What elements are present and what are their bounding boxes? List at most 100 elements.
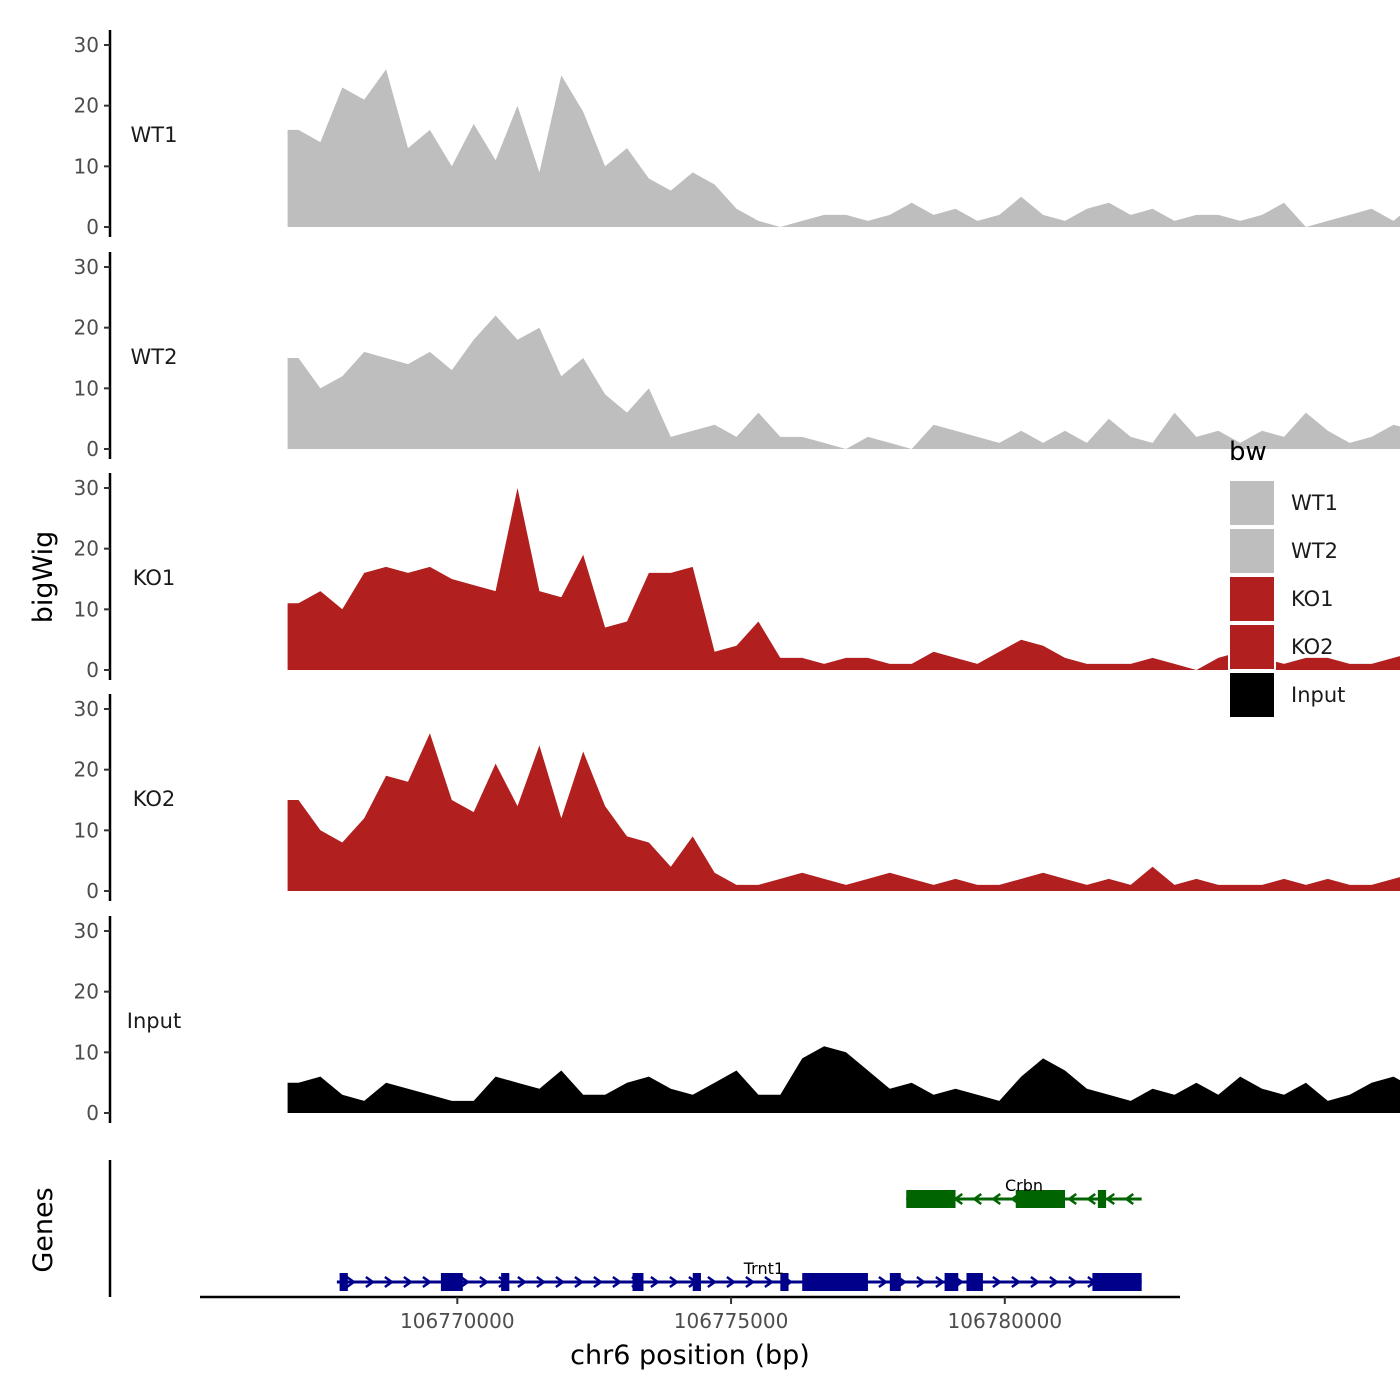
legend-swatch bbox=[1228, 527, 1276, 575]
strand-arrow bbox=[972, 1192, 982, 1206]
exon bbox=[802, 1273, 868, 1291]
strand-arrow bbox=[517, 1275, 528, 1289]
y-tick-label: 0 bbox=[86, 215, 99, 239]
y-tick-label: 0 bbox=[86, 437, 99, 461]
strand-arrow bbox=[1067, 1192, 1077, 1206]
x-tick-label: 106775000 bbox=[674, 1309, 789, 1333]
legend-item-wt2: WT2 bbox=[1228, 527, 1338, 575]
y-tick-label: 30 bbox=[74, 33, 99, 57]
strand-arrow bbox=[1049, 1275, 1060, 1289]
exon bbox=[1092, 1273, 1142, 1291]
legend-swatch bbox=[1228, 575, 1276, 623]
bigwig-tracks: 0 10 20 30 WT1 0 10 20 30 WT2 0 10 20 30 KO1 0 10 20 30 KO2… bbox=[74, 30, 1400, 1125]
y-tick-label: 20 bbox=[74, 94, 99, 118]
y-tick-label: 10 bbox=[74, 597, 99, 621]
legend-label: Input bbox=[1291, 683, 1345, 707]
strand-arrow bbox=[422, 1275, 433, 1289]
y-axis-title: bigWig bbox=[28, 531, 59, 624]
exon bbox=[501, 1273, 510, 1291]
legend-label: KO2 bbox=[1291, 635, 1334, 659]
y-tick-label: 10 bbox=[74, 376, 99, 400]
strand-arrow bbox=[593, 1275, 604, 1289]
track-ko1: 0 10 20 30 KO1 bbox=[74, 473, 1400, 682]
strand-arrow bbox=[991, 1192, 1001, 1206]
y-tick-label: 30 bbox=[74, 255, 99, 279]
strand-arrow bbox=[726, 1275, 737, 1289]
strand-arrow bbox=[1105, 1192, 1115, 1206]
strand-arrow bbox=[1011, 1275, 1022, 1289]
y-tick-label: 30 bbox=[74, 476, 99, 500]
y-tick-label: 10 bbox=[74, 1040, 99, 1064]
legend-item-ko2: KO2 bbox=[1228, 623, 1334, 671]
strand-arrow bbox=[916, 1275, 927, 1289]
track-label: WT2 bbox=[131, 345, 178, 369]
strand-arrow bbox=[1124, 1192, 1134, 1206]
x-tick-label: 106770000 bbox=[400, 1309, 515, 1333]
legend-item-input: Input bbox=[1228, 671, 1345, 719]
area-wt2 bbox=[287, 315, 1400, 449]
track-label: WT1 bbox=[131, 123, 178, 147]
exon bbox=[944, 1273, 959, 1291]
y-tick-label: 20 bbox=[74, 537, 99, 561]
strand-arrow bbox=[878, 1275, 889, 1289]
strand-arrow bbox=[479, 1275, 490, 1289]
y-tick-label: 0 bbox=[86, 658, 99, 682]
exon bbox=[780, 1273, 789, 1291]
strand-arrow bbox=[992, 1275, 1003, 1289]
genes-panel: Trnt1 Crbn bbox=[108, 1160, 1142, 1297]
y-tick-label: 30 bbox=[74, 697, 99, 721]
area-ko2 bbox=[287, 733, 1400, 891]
exon bbox=[906, 1190, 956, 1208]
strand-arrow bbox=[574, 1275, 585, 1289]
strand-arrow bbox=[1086, 1192, 1096, 1206]
genes-axis-title: Genes bbox=[28, 1187, 59, 1272]
strand-arrow bbox=[384, 1275, 395, 1289]
y-tick-label: 20 bbox=[74, 758, 99, 782]
strand-arrow bbox=[669, 1275, 680, 1289]
y-tick-label: 20 bbox=[74, 980, 99, 1004]
strand-arrow bbox=[403, 1275, 414, 1289]
strand-arrow bbox=[1030, 1275, 1041, 1289]
exon bbox=[889, 1273, 901, 1291]
area-ko1 bbox=[287, 488, 1400, 670]
y-tick-label: 10 bbox=[74, 818, 99, 842]
gene-label: Trnt1 bbox=[743, 1259, 784, 1278]
y-tick-label: 0 bbox=[86, 879, 99, 903]
gene-label: Crbn bbox=[1005, 1176, 1043, 1195]
track-wt2: 0 10 20 30 WT2 bbox=[74, 252, 1400, 461]
x-axis: 106770000 106775000 106780000 bbox=[200, 1295, 1180, 1333]
legend-label: WT1 bbox=[1291, 491, 1338, 515]
track-label: KO1 bbox=[133, 566, 176, 590]
strand-arrow bbox=[555, 1275, 566, 1289]
y-tick-label: 0 bbox=[86, 1101, 99, 1125]
strand-arrow bbox=[935, 1275, 946, 1289]
legend-item-wt1: WT1 bbox=[1228, 479, 1338, 527]
legend-swatch bbox=[1228, 623, 1276, 671]
y-tick-label: 30 bbox=[74, 919, 99, 943]
x-axis-title: chr6 position (bp) bbox=[570, 1340, 810, 1371]
legend-title: bw bbox=[1229, 437, 1267, 467]
area-wt1 bbox=[287, 69, 1400, 227]
track-input: 0 10 20 30 Input bbox=[74, 916, 1400, 1125]
exon bbox=[339, 1273, 348, 1291]
legend-label: WT2 bbox=[1291, 539, 1338, 563]
legend-item-ko1: KO1 bbox=[1228, 575, 1334, 623]
track-wt1: 0 10 20 30 WT1 bbox=[74, 30, 1400, 239]
y-tick-label: 20 bbox=[74, 316, 99, 340]
area-input bbox=[287, 1046, 1400, 1113]
legend-label: KO1 bbox=[1291, 587, 1334, 611]
x-tick-label: 106780000 bbox=[948, 1309, 1063, 1333]
legend-swatch bbox=[1228, 671, 1276, 719]
strand-arrow bbox=[612, 1275, 623, 1289]
track-ko2: 0 10 20 30 KO2 bbox=[74, 694, 1400, 903]
exon bbox=[632, 1273, 644, 1291]
exon bbox=[692, 1273, 701, 1291]
gene-trnt1: Trnt1 bbox=[336, 1259, 1142, 1291]
strand-arrow bbox=[745, 1275, 756, 1289]
track-label: Input bbox=[127, 1009, 181, 1033]
y-tick-label: 10 bbox=[74, 154, 99, 178]
strand-arrow bbox=[764, 1275, 775, 1289]
strand-arrow bbox=[707, 1275, 718, 1289]
strand-arrow bbox=[536, 1275, 547, 1289]
